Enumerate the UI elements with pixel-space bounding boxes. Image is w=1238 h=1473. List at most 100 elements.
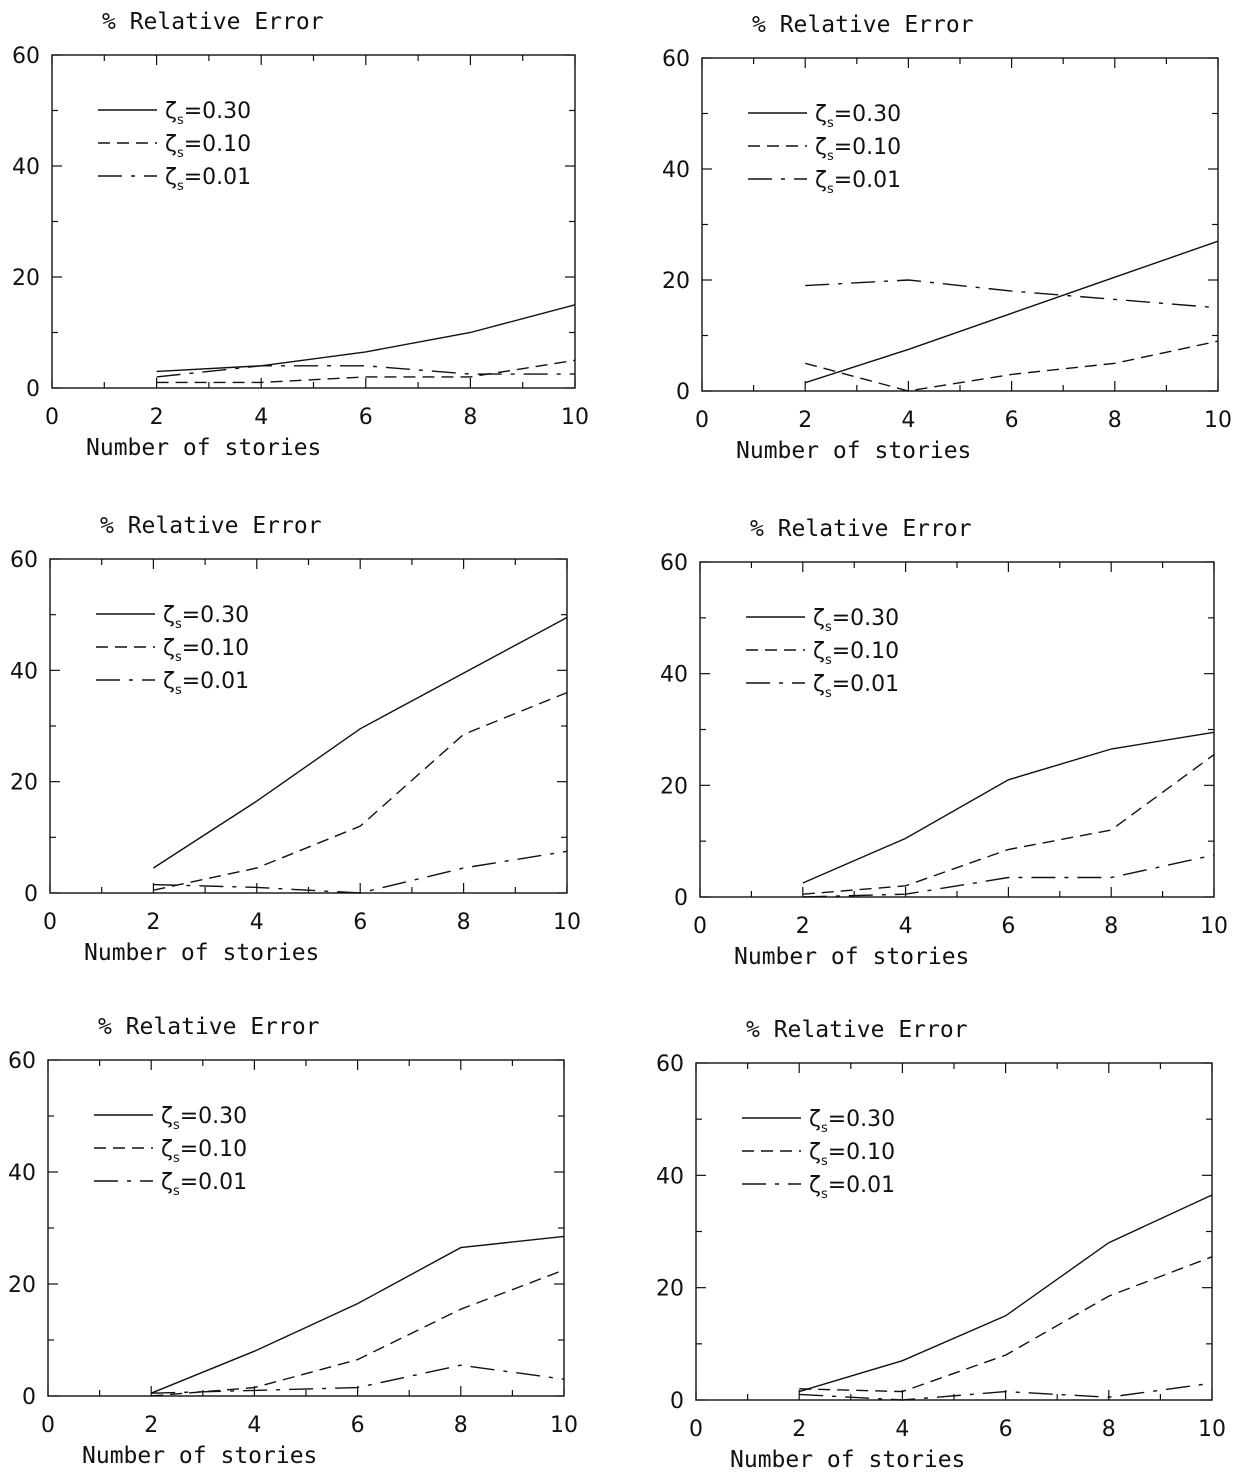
- legend-subscript: s: [175, 683, 182, 698]
- y-tick-label: 40: [660, 663, 688, 688]
- x-tick-label: 8: [1104, 914, 1118, 939]
- chart-panel-3: % Relative Error 0 20 40 60 0 2 4 6 8 10 Number of …: [10, 513, 581, 966]
- y-tick-label: 0: [674, 886, 688, 911]
- legend-symbol: ζ: [815, 135, 827, 160]
- legend-entry: ζs=0.10: [809, 1140, 895, 1169]
- legend-symbol: ζ: [813, 672, 825, 697]
- legend-value: =0.10: [832, 639, 899, 664]
- legend-entry: ζs=0.01: [161, 1170, 247, 1199]
- x-tick-label: 4: [250, 910, 264, 935]
- x-tick-label: 6: [999, 1417, 1013, 1442]
- x-tick-label: 6: [353, 910, 367, 935]
- y-tick-label: 60: [660, 551, 688, 576]
- x-tick-label: 6: [359, 405, 373, 430]
- chart-panel-5: % Relative Error 0 20 40 60 0 2 4 6 8 10 Number of …: [8, 1014, 578, 1469]
- y-tick-label: 0: [22, 1385, 36, 1410]
- legend-subscript: s: [177, 146, 184, 161]
- x-tick-label: 0: [45, 405, 59, 430]
- x-tick-label: 6: [351, 1413, 365, 1438]
- legend-entry: ζs=0.30: [813, 606, 899, 635]
- legend-value: =0.30: [182, 603, 249, 628]
- legend-value: =0.01: [182, 669, 249, 694]
- legend-value: =0.10: [182, 636, 249, 661]
- y-tick-label: 60: [10, 548, 38, 573]
- legend-value: =0.30: [834, 102, 901, 127]
- plot-frame: [47, 1059, 565, 1397]
- x-tick-label: 6: [1001, 914, 1015, 939]
- y-tick-label: 20: [8, 1273, 36, 1298]
- chart-panel-6: % Relative Error 0 20 40 60 0 2 4 6 8 10 Number of …: [656, 1017, 1226, 1473]
- x-tick-label: 2: [798, 408, 812, 433]
- y-tick-label: 60: [12, 44, 40, 69]
- legend-symbol: ζ: [161, 1170, 173, 1195]
- y-tick-label: 20: [660, 774, 688, 799]
- chart-title: % Relative Error: [752, 12, 974, 38]
- legend-value: =0.30: [184, 99, 251, 124]
- chart-title: % Relative Error: [746, 1017, 968, 1043]
- legend-subscript: s: [177, 113, 184, 128]
- legend-value: =0.30: [828, 1107, 895, 1132]
- series-line-long-dash: [799, 1382, 1213, 1401]
- legend-subscript: s: [821, 1121, 828, 1136]
- legend-entry: ζs=0.01: [815, 168, 901, 197]
- plot-frame: [701, 57, 1219, 392]
- chart-panel-4: % Relative Error 0 20 40 60 0 2 4 6 8 10 Number of …: [660, 516, 1228, 970]
- x-tick-label: 0: [689, 1417, 703, 1442]
- y-tick-label: 60: [8, 1049, 36, 1074]
- legend-value: =0.10: [180, 1137, 247, 1162]
- legend-entry: ζs=0.10: [813, 639, 899, 668]
- x-tick-label: 2: [144, 1413, 158, 1438]
- legend-subscript: s: [173, 1184, 180, 1199]
- series-line-dashed: [151, 1269, 565, 1397]
- legend-symbol: ζ: [165, 165, 177, 190]
- legend-subscript: s: [821, 1154, 828, 1169]
- legend-subscript: s: [821, 1187, 828, 1202]
- x-tick-label: 10: [1204, 408, 1232, 433]
- x-tick-label: 2: [796, 914, 810, 939]
- legend-value: =0.01: [184, 165, 251, 190]
- series-line-solid: [150, 1235, 565, 1394]
- x-tick-label: 10: [550, 1413, 578, 1438]
- legend-entry: ζs=0.30: [809, 1107, 895, 1136]
- legend-symbol: ζ: [163, 636, 175, 661]
- series-line-dashed: [153, 691, 568, 891]
- legend-value: =0.01: [834, 168, 901, 193]
- chart-title: % Relative Error: [102, 9, 324, 35]
- x-tick-label: 0: [693, 914, 707, 939]
- y-tick-label: 0: [670, 1389, 684, 1414]
- series-line-dashed: [802, 754, 1215, 895]
- legend-entry: ζs=0.30: [163, 603, 249, 632]
- x-tick-label: 10: [561, 405, 589, 430]
- y-tick-label: 20: [662, 269, 690, 294]
- x-tick-label: 4: [901, 408, 915, 433]
- y-tick-label: 40: [662, 158, 690, 183]
- legend-value: =0.30: [832, 606, 899, 631]
- x-tick-label: 4: [899, 914, 913, 939]
- chart-panel-2: % Relative Error 0 20 40 60 0 2 4 6 8 10 Number of …: [662, 12, 1232, 464]
- legend-symbol: ζ: [809, 1140, 821, 1165]
- chart-title: % Relative Error: [100, 513, 322, 539]
- series-line-long-dash: [151, 1364, 565, 1394]
- legend-subscript: s: [177, 179, 184, 194]
- plot-frame: [49, 558, 568, 894]
- chart-title: % Relative Error: [98, 1014, 320, 1040]
- legend-entry: ζs=0.01: [163, 669, 249, 698]
- x-axis-label: Number of stories: [82, 1443, 317, 1469]
- x-tick-label: 8: [1108, 408, 1122, 433]
- plot-frame: [699, 561, 1215, 898]
- legend-subscript: s: [173, 1118, 180, 1133]
- x-tick-label: 4: [254, 405, 268, 430]
- x-axis-label: Number of stories: [84, 940, 319, 966]
- chart-panel-1: % Relative Error 0 20 40 60 0 2 4 6 8 10 Number of …: [12, 9, 589, 461]
- series-line-dashed: [799, 1256, 1213, 1393]
- legend-subscript: s: [175, 617, 182, 632]
- legend-subscript: s: [825, 686, 832, 701]
- x-axis-label: Number of stories: [86, 435, 321, 461]
- legend-subscript: s: [827, 116, 834, 131]
- x-tick-label: 2: [792, 1417, 806, 1442]
- x-axis-label: Number of stories: [736, 438, 971, 464]
